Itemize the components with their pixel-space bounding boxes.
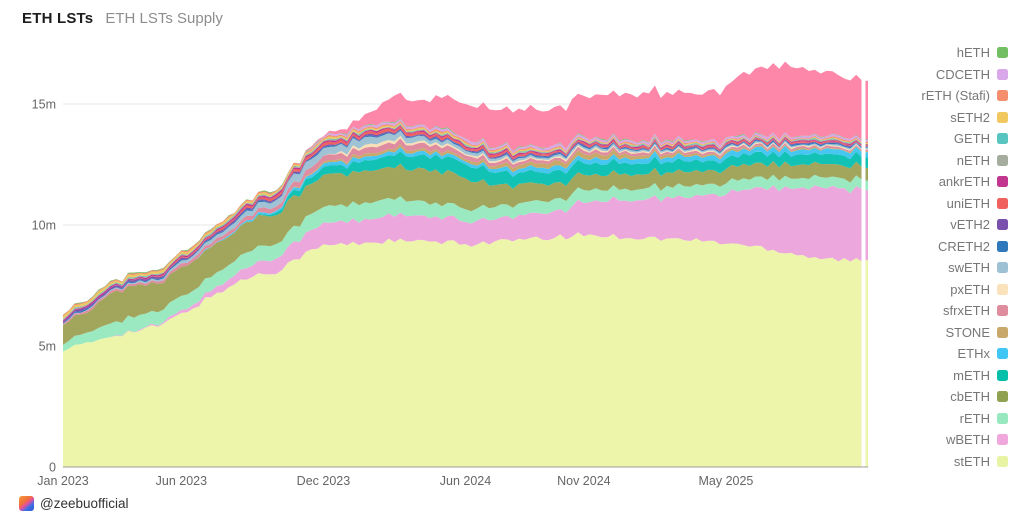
legend-item-cdceth[interactable]: CDCETH — [921, 64, 1008, 86]
band-wbeth[interactable] — [63, 185, 868, 352]
legend-label: rETH — [959, 410, 990, 426]
legend-item-pxeth[interactable]: pxETH — [921, 279, 1008, 301]
watermark-handle: @zeebuofficial — [40, 496, 129, 511]
band-reth[interactable] — [63, 174, 868, 352]
legend-item-cbeth[interactable]: cbETH — [921, 386, 1008, 408]
legend-label: stETH — [953, 453, 990, 469]
legend-swatch — [997, 133, 1008, 145]
legend-item-sfrxeth[interactable]: sfrxETH — [921, 300, 1008, 322]
legend-item-creth2[interactable]: CRETH2 — [921, 236, 1008, 258]
y-tick-label: 15m — [32, 98, 56, 112]
legend-item-meth[interactable]: mETH — [921, 365, 1008, 387]
page-title: ETH LSTs — [22, 10, 94, 27]
legend: hETH CDCETH rETH (Stafi) sETH2 GETH nETH ankrE… — [921, 42, 1008, 472]
legend-label: swETH — [948, 260, 990, 276]
x-tick-label: Dec 2023 — [297, 474, 351, 488]
legend-label: vETH2 — [950, 217, 990, 233]
y-tick-label: 0 — [49, 461, 56, 475]
legend-label: pxETH — [950, 281, 990, 297]
y-tick-label: 5m — [39, 340, 56, 354]
watermark: @zeebuofficial — [19, 496, 129, 511]
legend-item-unieth[interactable]: uniETH — [921, 193, 1008, 215]
legend-swatch — [997, 412, 1008, 424]
x-tick-label: Jun 2023 — [156, 474, 207, 488]
legend-label: sETH2 — [950, 109, 990, 125]
x-tick-label: Nov 2024 — [557, 474, 611, 488]
legend-item-stone[interactable]: STONE — [921, 322, 1008, 344]
legend-swatch — [997, 240, 1008, 252]
legend-swatch — [997, 305, 1008, 317]
legend-label: uniETH — [946, 195, 990, 211]
legend-swatch — [997, 391, 1008, 403]
legend-item-ankreth[interactable]: ankrETH — [921, 171, 1008, 193]
legend-swatch — [997, 197, 1008, 209]
legend-swatch — [997, 434, 1008, 446]
legend-swatch — [997, 219, 1008, 231]
end-gap — [861, 48, 866, 467]
legend-item-seth2[interactable]: sETH2 — [921, 107, 1008, 129]
legend-swatch — [997, 326, 1008, 338]
legend-label: rETH (Stafi) — [921, 88, 990, 104]
x-tick-label: Jun 2024 — [440, 474, 491, 488]
legend-label: sfrxETH — [943, 303, 990, 319]
legend-label: hETH — [956, 45, 990, 61]
chart-subtitle: ETH LSTs Supply — [105, 10, 223, 27]
legend-label: wBETH — [945, 432, 990, 448]
legend-swatch — [997, 90, 1008, 102]
legend-label: CDCETH — [935, 66, 990, 82]
legend-swatch — [997, 369, 1008, 381]
legend-item-veth2[interactable]: vETH2 — [921, 214, 1008, 236]
legend-swatch — [997, 455, 1008, 467]
x-tick-label: May 2025 — [698, 474, 753, 488]
legend-item-ethx[interactable]: ETHx — [921, 343, 1008, 365]
legend-item-steth[interactable]: stETH — [921, 451, 1008, 473]
legend-item-wbeth[interactable]: wBETH — [921, 429, 1008, 451]
y-tick-label: 10m — [32, 219, 56, 233]
legend-swatch — [997, 111, 1008, 123]
legend-swatch — [997, 176, 1008, 188]
legend-item-reth[interactable]: rETH — [921, 408, 1008, 430]
zeebu-logo-icon — [19, 496, 34, 511]
legend-swatch — [997, 262, 1008, 274]
legend-item-sweth[interactable]: swETH — [921, 257, 1008, 279]
legend-swatch — [997, 154, 1008, 166]
legend-item-heth[interactable]: hETH — [921, 42, 1008, 64]
legend-item-reth-stafi-[interactable]: rETH (Stafi) — [921, 85, 1008, 107]
legend-label: STONE — [945, 324, 990, 340]
legend-item-geth[interactable]: GETH — [921, 128, 1008, 150]
legend-swatch — [997, 68, 1008, 80]
band-cbeth[interactable] — [63, 161, 868, 345]
chart-header: ETH LSTs ETH LSTs Supply — [22, 10, 223, 27]
legend-label: CRETH2 — [937, 238, 990, 254]
x-tick-label: Jan 2023 — [37, 474, 88, 488]
legend-item-neth[interactable]: nETH — [921, 150, 1008, 172]
legend-label: ankrETH — [938, 174, 990, 190]
legend-swatch — [997, 348, 1008, 360]
legend-label: ETHx — [957, 346, 991, 362]
legend-label: nETH — [956, 152, 990, 168]
legend-label: GETH — [953, 131, 990, 147]
legend-label: mETH — [953, 367, 990, 383]
legend-label: cbETH — [950, 389, 990, 405]
band-unlabeled[interactable] — [63, 61, 868, 315]
legend-swatch — [997, 283, 1008, 295]
band-steth[interactable] — [63, 232, 868, 467]
legend-swatch — [997, 47, 1008, 59]
